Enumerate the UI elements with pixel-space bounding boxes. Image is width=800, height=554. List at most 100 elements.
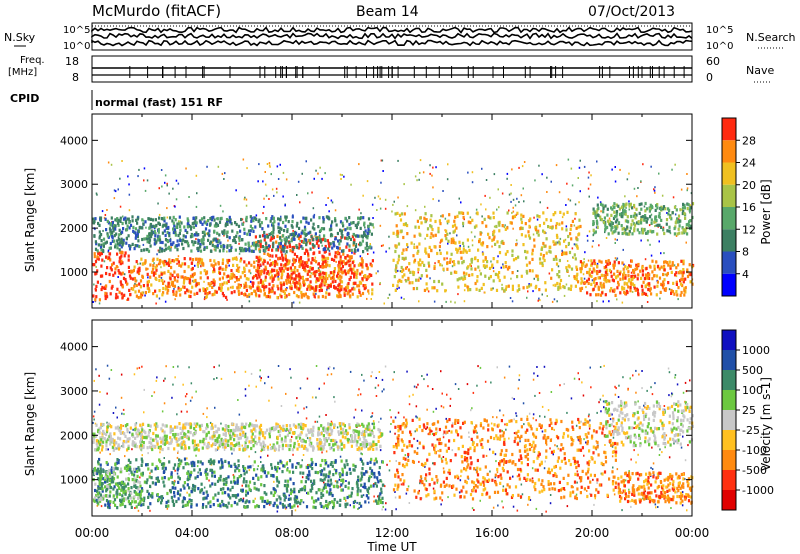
data-cell [284, 241, 287, 245]
data-cell [183, 457, 187, 461]
data-cell [98, 298, 101, 302]
scatter-cell [470, 409, 472, 412]
scatter-cell [284, 507, 287, 510]
data-cell [339, 278, 342, 282]
data-cell [106, 475, 109, 479]
data-cell [152, 230, 155, 235]
scatter-cell [370, 475, 373, 478]
scatter-cell [494, 476, 497, 479]
data-cell [594, 230, 597, 234]
data-cell [314, 470, 317, 474]
data-cell [343, 291, 346, 295]
data-cell [208, 229, 211, 233]
scatter-cell [449, 232, 451, 235]
data-cell [330, 482, 333, 486]
data-cell [142, 284, 145, 288]
data-cell [175, 225, 178, 229]
scatter-cell [146, 179, 149, 182]
data-cell [214, 493, 217, 497]
data-cell [95, 284, 98, 288]
data-cell [275, 240, 278, 244]
scatter-cell [153, 262, 155, 265]
data-cell [183, 481, 186, 485]
data-cell [492, 233, 495, 237]
data-cell [287, 278, 290, 282]
data-cell [106, 219, 109, 223]
data-cell [655, 219, 658, 223]
scatter-cell [528, 412, 531, 415]
data-cell [197, 239, 200, 243]
data-cell [170, 473, 173, 477]
scatter-cell [238, 252, 241, 255]
data-cell [205, 295, 208, 299]
scatter-cell [442, 433, 445, 436]
data-cell [315, 288, 318, 292]
data-cell [604, 226, 607, 230]
data-cell [214, 482, 217, 486]
data-cell [455, 247, 458, 251]
scatter-cell [504, 224, 506, 227]
scatter-cell [301, 172, 303, 175]
data-cell [133, 469, 136, 473]
scatter-cell [382, 244, 384, 247]
data-cell [306, 295, 309, 299]
data-cell [656, 264, 660, 268]
data-cell [266, 271, 269, 275]
data-cell [423, 263, 426, 267]
scatter-cell [174, 205, 176, 208]
data-cell [322, 216, 325, 220]
data-cell [558, 242, 561, 246]
data-cell [315, 280, 318, 284]
scatter-cell [512, 206, 514, 209]
data-cell [394, 212, 397, 216]
data-cell [272, 487, 275, 491]
data-cell [622, 209, 625, 213]
data-cell [306, 249, 309, 253]
data-cell [400, 279, 403, 283]
data-cell [119, 280, 122, 284]
data-cell [123, 485, 126, 489]
data-cell [343, 463, 346, 467]
data-cell [366, 267, 369, 271]
scatter-cell [345, 499, 347, 502]
data-cell [621, 261, 624, 265]
data-cell [327, 284, 331, 288]
scatter-cell [664, 273, 666, 276]
data-cell [492, 257, 495, 261]
data-cell [531, 252, 534, 256]
data-cell [648, 282, 651, 286]
data-cell [612, 263, 615, 267]
scatter-cell [514, 204, 517, 207]
data-cell [263, 505, 266, 509]
data-cell [298, 258, 301, 262]
scatter-cell [552, 453, 554, 456]
data-cell [322, 265, 326, 269]
data-cell [211, 293, 214, 297]
data-cell [511, 271, 514, 275]
data-cell [115, 265, 118, 269]
data-cell [687, 203, 690, 207]
data-cell [361, 265, 364, 269]
data-cell [321, 275, 325, 279]
data-cell [632, 214, 635, 218]
data-cell [574, 212, 577, 216]
scatter-cell [206, 407, 208, 410]
scatter-cell [372, 217, 374, 219]
data-cell [223, 229, 226, 233]
data-cell [135, 218, 138, 222]
scatter-cell [608, 217, 611, 220]
data-cell [331, 280, 334, 284]
data-cell [337, 276, 340, 280]
scatter-cell [330, 420, 333, 423]
scatter-cell [149, 509, 151, 512]
data-cell [303, 261, 307, 265]
scatter-cell [333, 468, 336, 471]
data-cell [454, 215, 457, 219]
scatter-cell [432, 410, 435, 413]
data-cell [255, 269, 258, 273]
data-cell [243, 247, 246, 251]
data-cell [675, 290, 678, 294]
data-cell [322, 237, 325, 241]
data-cell [194, 278, 197, 283]
scatter-cell [669, 232, 672, 235]
